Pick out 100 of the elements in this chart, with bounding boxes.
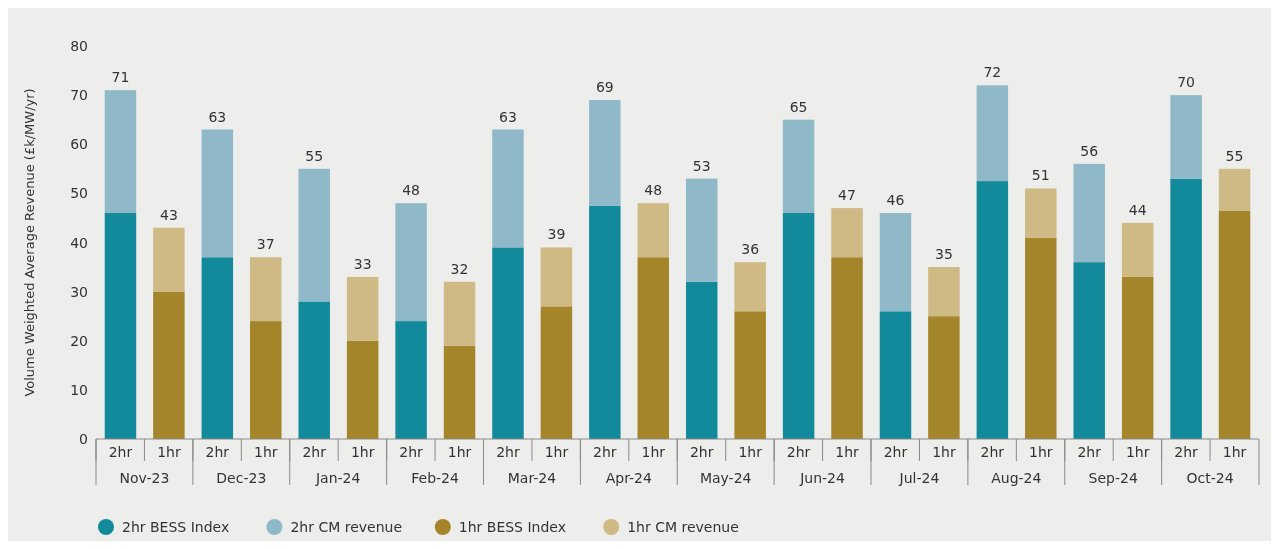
total-label: 37 [256, 236, 275, 253]
bar [879, 311, 912, 439]
bar [879, 213, 912, 312]
bar [1073, 163, 1105, 263]
x-tick-label: 1hr [254, 444, 278, 460]
y-tick-label: 40 [70, 234, 88, 251]
bar [201, 129, 234, 258]
x-tick-label: 2hr [1174, 444, 1199, 460]
bar [1121, 276, 1154, 439]
bar [637, 203, 670, 258]
total-label: 71 [111, 69, 130, 86]
bar [928, 267, 960, 317]
total-label: 55 [1225, 147, 1244, 164]
total-label: 65 [789, 98, 808, 115]
bar [250, 257, 282, 322]
x-tick-label: 1hr [1125, 444, 1150, 460]
y-tick-label: 10 [70, 381, 88, 398]
legend-label: 1hr BESS Index [458, 519, 566, 535]
text: Jul-24 [898, 470, 940, 486]
text: Feb-24 [411, 470, 459, 486]
bar [298, 168, 330, 302]
bar [104, 90, 137, 214]
bar [443, 281, 476, 346]
x-tick-label: 1hr [1029, 444, 1053, 460]
text: Oct-24 [1186, 470, 1234, 486]
bar [298, 301, 330, 439]
x-tick-label: 1hr [350, 444, 375, 460]
x-tick-label: 2hr [689, 444, 714, 460]
total-label: 70 [1177, 74, 1196, 91]
x-tick-label: 2hr [205, 444, 230, 460]
x-tick-label: 1hr [544, 444, 569, 460]
x-tick-label: 2hr [399, 444, 424, 460]
y-tick-label: 0 [79, 431, 88, 447]
x-tick-label: 2hr [883, 444, 908, 460]
total-label: 69 [595, 79, 614, 96]
bar [153, 291, 185, 439]
bar [395, 321, 427, 439]
bar [734, 262, 766, 312]
text: Apr-24 [605, 470, 652, 486]
total-label: 51 [1031, 167, 1050, 184]
total-label: 46 [886, 192, 905, 209]
y-tick-label: 70 [70, 87, 88, 104]
total-label: 32 [450, 260, 469, 277]
bar [540, 306, 573, 439]
x-tick-label: 1hr [157, 444, 181, 460]
total-label: 56 [1080, 142, 1099, 159]
bar [782, 119, 815, 214]
bar [685, 178, 718, 282]
bar [589, 100, 621, 206]
bar [1025, 237, 1057, 439]
text: Jan-24 [314, 470, 361, 486]
text: Nov-23 [119, 470, 170, 486]
x-tick-label: 1hr [641, 444, 666, 460]
total-label: 55 [305, 147, 324, 164]
bar [589, 205, 621, 439]
x-tick-label: 2hr [980, 444, 1005, 460]
text: Mar-24 [507, 470, 557, 486]
total-label: 63 [499, 108, 517, 125]
x-tick-label: 2hr [496, 444, 520, 460]
legend-label: 2hr CM revenue [290, 519, 403, 535]
bar [1170, 95, 1202, 179]
bar [1121, 222, 1154, 277]
y-tick-label: 20 [70, 332, 88, 349]
total-label: 35 [935, 246, 953, 263]
x-tick-label: 1hr [932, 444, 956, 460]
bar [976, 85, 1009, 182]
x-tick-label: 2hr [302, 444, 327, 460]
bar [734, 311, 766, 439]
total-label: 44 [1128, 201, 1147, 218]
bar [201, 257, 234, 439]
bar [346, 276, 379, 341]
bar [637, 257, 670, 439]
total-label: 33 [353, 255, 372, 272]
text: May-24 [699, 470, 752, 486]
total-label: 53 [692, 157, 711, 174]
y-tick-label: 30 [70, 283, 88, 300]
bar [492, 247, 524, 439]
total-label: 43 [159, 206, 178, 223]
bar [443, 345, 476, 439]
bar [540, 247, 573, 307]
total-label: 48 [644, 182, 663, 199]
total-label: 39 [547, 226, 566, 243]
bar [104, 213, 137, 439]
bar [782, 213, 815, 439]
bar [976, 181, 1009, 439]
bar [1170, 178, 1202, 439]
bar [346, 340, 379, 439]
total-label: 72 [983, 64, 1002, 81]
y-axis-title: Volume Weighted Average Revenue (£k/MW/yr) [22, 88, 37, 397]
bar [1218, 210, 1251, 439]
bar [492, 129, 524, 248]
text: Jun-24 [799, 470, 846, 486]
y-tick-label: 80 [70, 38, 88, 54]
bar [1218, 168, 1251, 211]
y-tick-label: 60 [70, 136, 88, 153]
bar [1025, 188, 1057, 238]
bar [1073, 262, 1105, 439]
total-label: 48 [402, 182, 420, 199]
x-tick-label: 2hr [786, 444, 811, 460]
bar [395, 203, 427, 322]
